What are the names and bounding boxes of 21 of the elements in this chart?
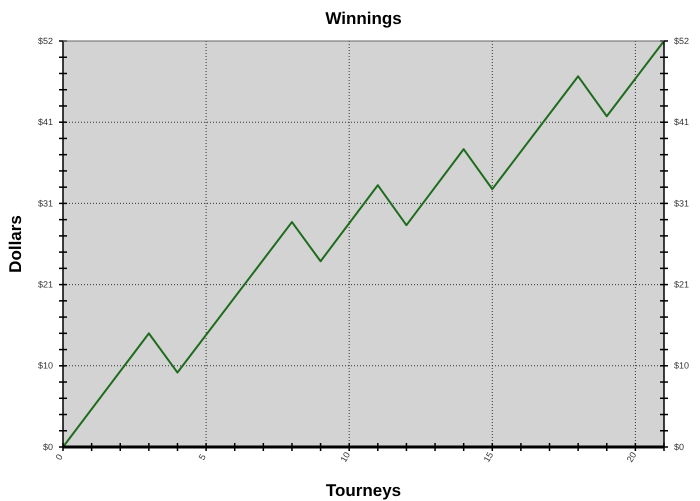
y-tick-label: $31 (38, 198, 53, 208)
y2-tick-label: $10 (674, 360, 690, 371)
y2-tick-label: $0 (674, 442, 684, 452)
x-tick-label: 20 (624, 450, 638, 464)
y-tick-label: $21 (38, 279, 53, 290)
x-tick-label: 5 (196, 452, 208, 462)
y-tick-label: $0 (42, 442, 53, 452)
x-tick-label: 15 (482, 450, 496, 464)
x-axis-title: Tourneys (326, 481, 402, 500)
y2-tick-label: $41 (674, 117, 690, 128)
chart-title: Winnings (325, 9, 402, 28)
line-series (62, 40, 665, 448)
y2-tick-label: $21 (674, 279, 690, 290)
x-tick-label: 0 (54, 452, 65, 462)
y-axis-title: Dollars (6, 215, 25, 273)
x-tick-label: 10 (338, 450, 352, 464)
y-tick-label: $52 (38, 36, 53, 46)
y-tick-label: $10 (38, 360, 53, 371)
y-tick-label: $41 (38, 117, 53, 128)
y2-tick-label: $31 (674, 198, 690, 208)
y2-tick-label: $52 (674, 36, 690, 46)
